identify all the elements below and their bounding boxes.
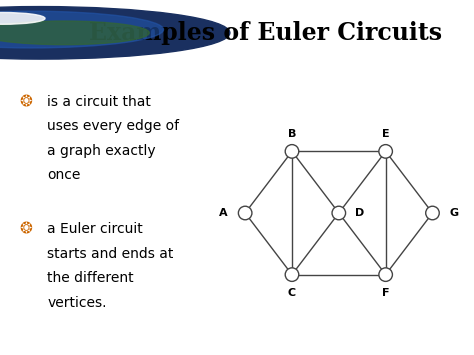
Text: D: D — [355, 208, 364, 218]
Text: ❂: ❂ — [20, 222, 32, 237]
Text: B: B — [288, 129, 296, 139]
Text: ❂: ❂ — [20, 94, 32, 110]
Text: A: A — [219, 208, 228, 218]
Text: is a circuit that: is a circuit that — [47, 94, 151, 109]
Circle shape — [238, 206, 252, 220]
Text: uses every edge of: uses every edge of — [47, 119, 180, 133]
Text: G: G — [450, 208, 459, 218]
Text: a Euler circuit: a Euler circuit — [47, 222, 143, 236]
Circle shape — [426, 206, 439, 220]
Circle shape — [0, 21, 149, 45]
Text: F: F — [382, 288, 390, 298]
Circle shape — [379, 144, 392, 158]
Text: C: C — [288, 288, 296, 298]
Circle shape — [285, 144, 299, 158]
Text: a graph exactly: a graph exactly — [47, 144, 156, 158]
Text: vertices.: vertices. — [47, 296, 107, 310]
Circle shape — [0, 11, 164, 48]
Circle shape — [0, 6, 230, 59]
Text: starts and ends at: starts and ends at — [47, 246, 174, 261]
Text: Examples of Euler Circuits: Examples of Euler Circuits — [89, 21, 442, 45]
Text: E: E — [382, 129, 390, 139]
Circle shape — [0, 12, 45, 24]
Circle shape — [285, 268, 299, 282]
Text: once: once — [47, 168, 81, 182]
Circle shape — [379, 268, 392, 282]
Circle shape — [332, 206, 346, 220]
Text: the different: the different — [47, 271, 134, 285]
